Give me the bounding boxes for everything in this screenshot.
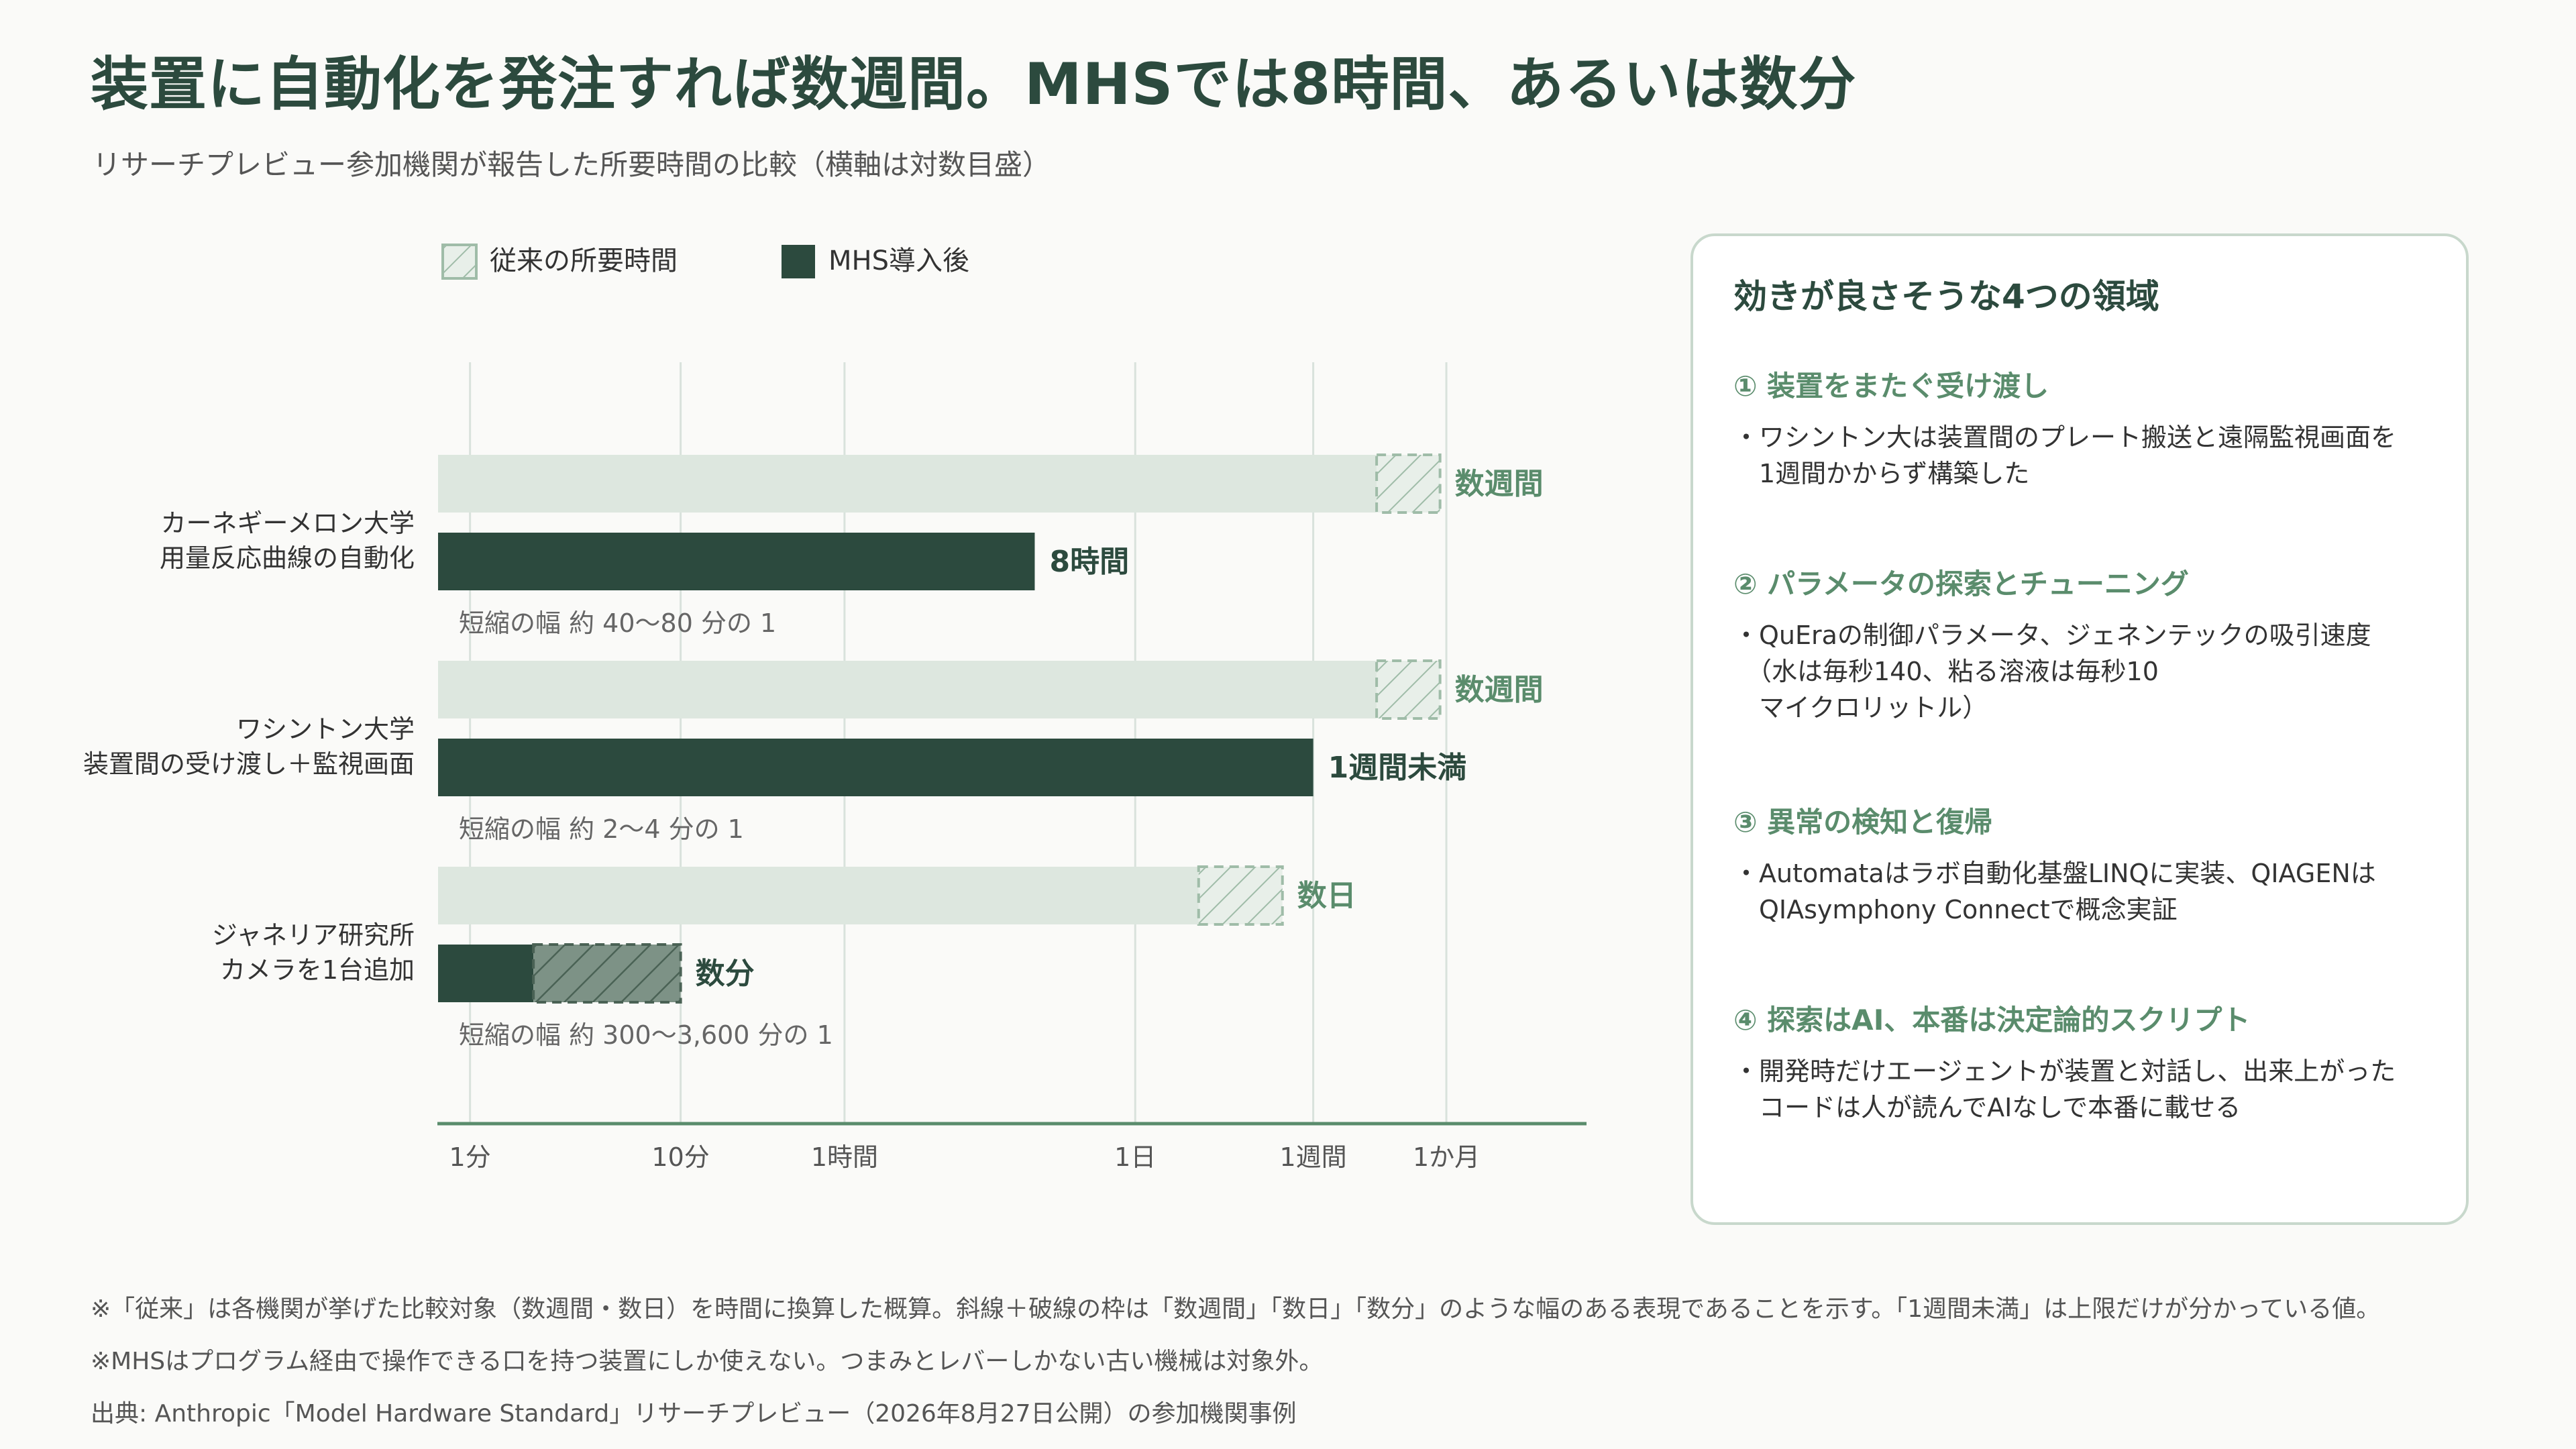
area-2: ② パラメータの探索とチューニング ・QuEraの制御パラメータ、ジェネンテック… (1733, 561, 2438, 726)
category-label: 装置間の受け渡し＋監視画面 (83, 749, 415, 779)
area-heading: ③ 異常の検知と復帰 (1733, 806, 1993, 839)
focus-areas-panel: 効きが良さそうな4つの領域 ① 装置をまたぐ受け渡し ・ワシントン大は装置間のプ… (1690, 233, 2469, 1225)
x-tick-label: 1週間 (1280, 1142, 1347, 1172)
area-bullet: ・Automataはラボ自動化基盤LINQに実装、QIAGENは QIAsymp… (1733, 859, 2376, 924)
bar-traditional (438, 867, 1199, 924)
legend-label-mhs: MHS導入後 (828, 246, 969, 276)
bar-value-label: 1週間未満 (1328, 751, 1467, 785)
area-bullet: ・開発時だけエージェントが装置と対話し、出来上がった コードは人が読んでAIなし… (1733, 1057, 2396, 1122)
footnote-2: ※MHSはプログラム経由で操作できる口を持つ装置にしか使えない。つまみとレバーし… (91, 1348, 1324, 1375)
reduction-note: 短縮の幅 約 300〜3,600 分の 1 (459, 1020, 833, 1050)
footnote-1: ※「従来」は各機関が挙げた比較対象（数週間・数日）を時間に換算した概算。斜線＋破… (91, 1295, 2381, 1323)
bar-traditional-range (1375, 453, 1442, 514)
bar-traditional (438, 455, 1377, 513)
area-1: ① 装置をまたぐ受け渡し ・ワシントン大は装置間のプレート搬送と遠隔監視画面を … (1733, 364, 2438, 492)
legend-swatch-mhs (782, 245, 815, 278)
legend-swatch-traditional (441, 244, 478, 280)
bar-value-label: 数日 (1297, 879, 1356, 913)
category-label: ジャネリア研究所 (212, 920, 415, 950)
bar-traditional-range (1197, 865, 1284, 926)
bar-value-label: 数週間 (1455, 673, 1544, 707)
area-heading: ④ 探索はAI、本番は決定論的スクリプト (1733, 1004, 2251, 1036)
legend-label-traditional: 従来の所要時間 (490, 246, 678, 276)
category-label: カーネギーメロン大学 (161, 508, 415, 538)
category-label: ワシントン大学 (236, 714, 415, 744)
bar-mhs-range (532, 943, 682, 1004)
page-subtitle: リサーチプレビュー参加機関が報告した所要時間の比較（横軸は対数目盛） (93, 148, 1051, 181)
bar-value-label: 8時間 (1049, 545, 1129, 579)
bar-value-label: 数分 (696, 957, 755, 991)
x-tick-label: 1分 (449, 1142, 491, 1172)
x-tick-label: 1日 (1114, 1142, 1156, 1172)
bar-mhs (438, 533, 1035, 590)
x-tick-label: 1時間 (811, 1142, 878, 1172)
x-tick-label: 10分 (651, 1142, 709, 1172)
bar-mhs (438, 739, 1313, 796)
x-tick-label: 1か月 (1413, 1142, 1480, 1172)
source-note: 出典: Anthropic「Model Hardware Standard」リサ… (91, 1400, 1297, 1428)
bar-traditional (438, 661, 1377, 718)
reduction-note: 短縮の幅 約 40〜80 分の 1 (459, 608, 776, 638)
area-3: ③ 異常の検知と復帰 ・Automataはラボ自動化基盤LINQに実装、QIAG… (1733, 800, 2438, 928)
page-title: 装置に自動化を発注すれば数週間。MHSでは8時間、あるいは数分 (91, 51, 1857, 118)
category-label: カメラを1台追加 (220, 955, 415, 985)
bar-mhs (438, 945, 534, 1002)
bar-traditional-range (1375, 659, 1442, 720)
area-heading: ② パラメータの探索とチューニング (1733, 568, 2189, 600)
area-bullet: ・ワシントン大は装置間のプレート搬送と遠隔監視画面を 1週間かからず構築した (1733, 423, 2397, 488)
bar-value-label: 数週間 (1455, 467, 1544, 501)
category-label: 用量反応曲線の自動化 (160, 543, 415, 573)
area-heading: ① 装置をまたぐ受け渡し (1733, 370, 2049, 402)
area-bullet: ・QuEraの制御パラメータ、ジェネンテックの吸引速度 （水は毎秒140、粘る溶… (1733, 621, 2371, 722)
area-4: ④ 探索はAI、本番は決定論的スクリプト ・開発時だけエージェントが装置と対話し… (1733, 998, 2438, 1126)
reduction-note: 短縮の幅 約 2〜4 分の 1 (459, 814, 744, 844)
panel-title: 効きが良さそうな4つの領域 (1733, 277, 2159, 316)
